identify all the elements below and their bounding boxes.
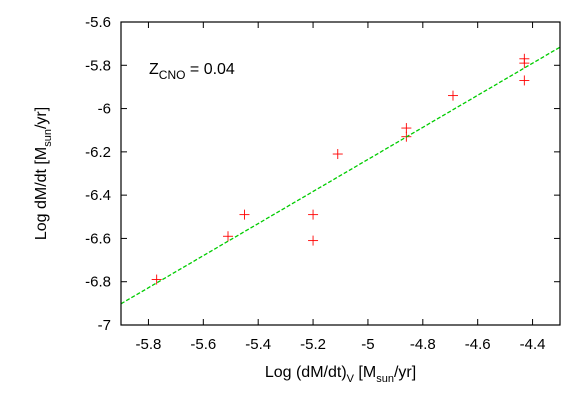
data-point (447, 90, 458, 101)
ylabel-post: /yr] (33, 107, 50, 129)
y-axis-label: Log dM/dt [Msun/yr] (33, 107, 54, 240)
annotation-main: Z (149, 61, 159, 78)
data-point (519, 75, 530, 86)
data-point (151, 274, 162, 285)
fit-line (120, 46, 561, 305)
y-tick-label: -6.2 (85, 144, 111, 161)
y-tick-label: -7 (98, 317, 111, 334)
x-axis-label: Log (dM/dt)V [Msun/yr] (265, 364, 416, 385)
plot-frame (120, 21, 561, 326)
y-tick-label: -5.8 (85, 57, 111, 74)
xlabel-sub2: sun (376, 373, 394, 385)
x-tick-label: -5.4 (245, 336, 271, 353)
x-tick-label: -5.2 (300, 336, 326, 353)
x-tick-label: -5 (361, 336, 374, 353)
x-tick-label: -4.4 (520, 336, 546, 353)
y-tick-label: -5.6 (85, 14, 111, 31)
xlabel-pre: Log (dM/dt) (265, 364, 347, 381)
ylabel-pre: Log dM/dt [M (33, 147, 50, 240)
data-point (332, 149, 343, 160)
annotation-rest: = 0.04 (185, 61, 234, 78)
plot-layer (120, 46, 561, 305)
data-point (239, 209, 250, 220)
annotation-sub: CNO (159, 68, 186, 82)
data-point (308, 235, 319, 246)
ylabel-sub: sun (42, 129, 54, 147)
xlabel-mid: [M (354, 364, 376, 381)
data-point (223, 231, 234, 242)
xlabel-post: /yr] (394, 364, 416, 381)
xlabel-sub1: V (347, 373, 355, 385)
y-tick-label: -6.4 (85, 187, 111, 204)
y-tick-label: -6.6 (85, 230, 111, 247)
x-tick-label: -4.6 (465, 336, 491, 353)
data-point (401, 123, 412, 134)
x-tick-label: -4.8 (410, 336, 436, 353)
z-cno-annotation: ZCNO = 0.04 (149, 61, 235, 82)
data-point (519, 58, 530, 69)
x-tick-label: -5.8 (136, 336, 162, 353)
ticks-layer: -5.8 -5.6 -5.4 -5.2 -5 -4.8 -4.6 -4.4 -7 -6.8 -6.6… (85, 14, 560, 353)
y-tick-label: -6.8 (85, 274, 111, 291)
data-point (308, 209, 319, 220)
x-tick-label: -5.6 (190, 336, 216, 353)
y-tick-label: -6 (98, 101, 111, 118)
